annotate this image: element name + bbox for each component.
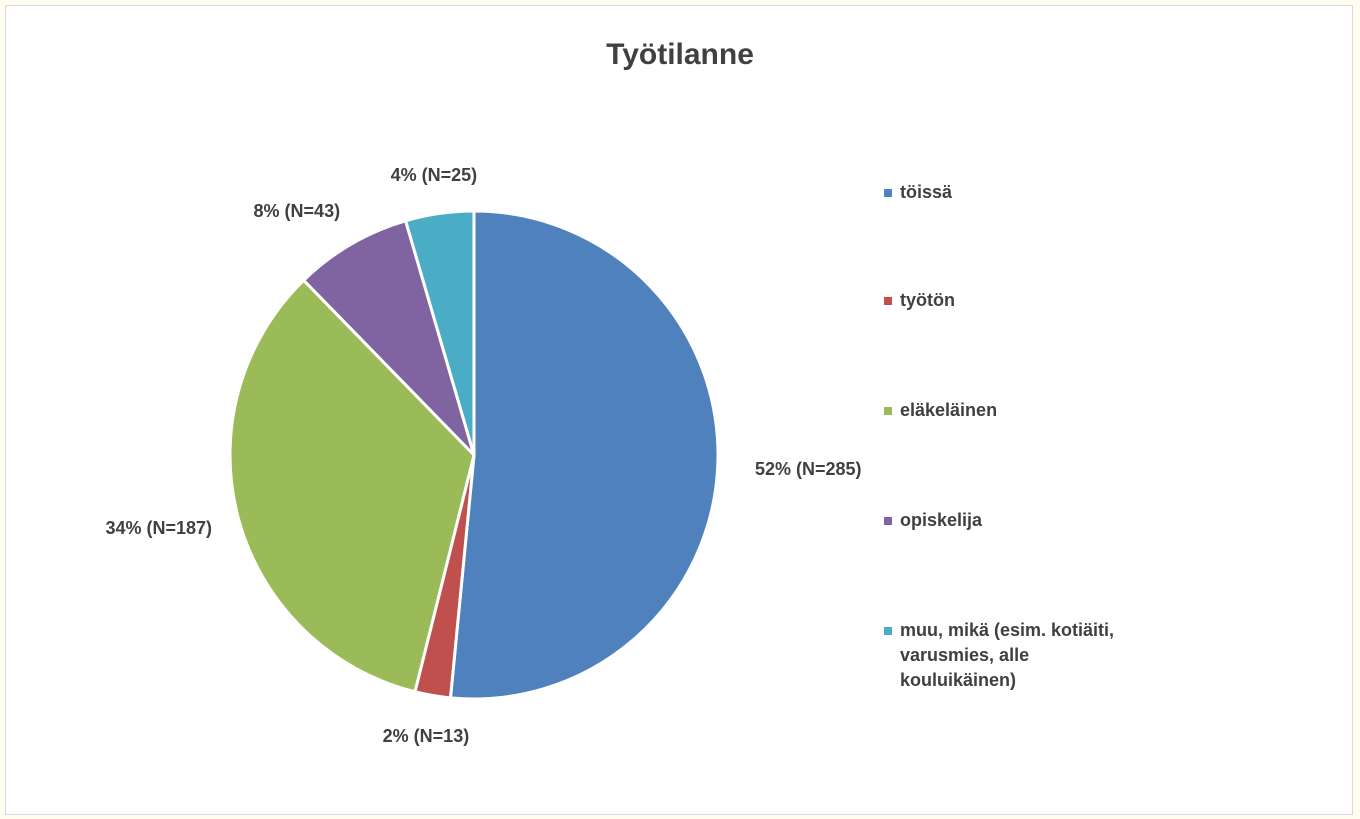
data-label-tyoton: 2% (N=13) [382,726,470,747]
data-label-toissa: 52% (N=285) [754,458,862,479]
legend-swatch-muu [884,627,892,635]
legend-label-muu: muu, mikä (esim. kotiäiti, varusmies, al… [900,618,1190,693]
pie-slice-elakelainen [228,278,476,694]
legend-label-muu-line-2: varusmies, alle [900,645,1030,665]
chart-title: Työtilanne [606,38,754,71]
data-label-muu: 4% (N=25) [390,165,478,186]
legend-label-muu-line-3: kouluikäinen) [900,670,1017,690]
data-label-elakelainen: 34% (N=187) [105,518,213,539]
legend-label-opiskelija: opiskelija [900,510,983,530]
pie-slice-toissa [448,209,720,701]
pie-slice-opiskelija [301,218,476,457]
data-label-opiskelija: 8% (N=43) [253,200,341,221]
legend-label-muu-line-1: muu, mikä (esim. kotiäiti, [900,620,1115,640]
pie-slice-muu [403,209,476,456]
legend-label-tyoton: työtön [900,290,955,310]
legend-swatch-tyoton [884,297,892,305]
legend-swatch-elakelainen [884,407,892,415]
legend-swatch-opiskelija [884,517,892,525]
legend-swatch-toissa [884,189,892,197]
legend-label-toissa: töissä [900,182,953,202]
legend-label-elakelainen: eläkeläinen [900,400,998,420]
